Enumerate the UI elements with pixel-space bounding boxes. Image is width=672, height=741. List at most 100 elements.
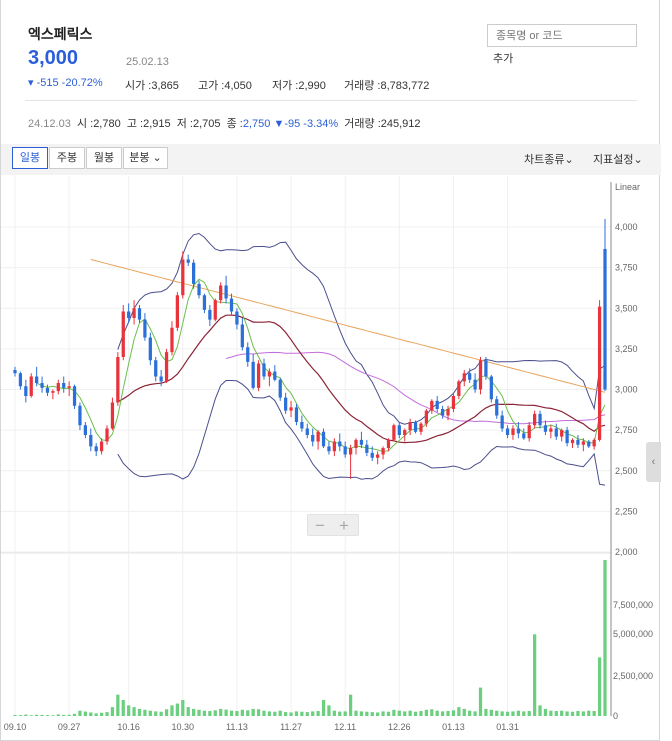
candle-body [478, 360, 483, 390]
candle-body [435, 400, 439, 409]
volume-bar [370, 712, 374, 716]
candle-body [370, 452, 374, 458]
volume-bar [565, 711, 569, 716]
price-date: 25.02.13 [126, 56, 169, 68]
tab-weekly[interactable]: 주봉 [49, 147, 85, 169]
candle-body [170, 327, 174, 353]
x-tick-label: 10.16 [117, 722, 140, 732]
volume-bar [576, 711, 580, 716]
volume-bar [597, 657, 602, 716]
ma5-line [36, 278, 606, 453]
candle-body [570, 439, 575, 444]
candle-body [403, 430, 407, 435]
candle-body [208, 309, 212, 320]
candle-body [132, 308, 136, 318]
side-panel-toggle[interactable]: ‹ [646, 442, 661, 482]
volume-bar [365, 711, 369, 716]
bollinger-upper-line [117, 232, 606, 425]
volume-bar [127, 705, 131, 716]
zoom-out-button[interactable]: − [315, 516, 325, 535]
candle-body [576, 439, 580, 445]
candle-body [376, 454, 380, 458]
y-tick-label: 2,500 [615, 466, 638, 476]
volume-bar [110, 707, 115, 716]
y-tick-label: 3,000 [615, 385, 638, 395]
chart-type-label: 차트종류 [524, 154, 565, 166]
volume-bar [321, 700, 326, 716]
candle-body [246, 347, 250, 362]
x-tick-label: 09.10 [4, 722, 27, 732]
ma120-line [90, 259, 606, 393]
volume-label: 거래량 : [344, 80, 381, 92]
volume-bar [343, 711, 347, 716]
volume-bar [224, 709, 228, 716]
candle-body [381, 448, 385, 455]
x-tick-label: 09.27 [58, 722, 81, 732]
y-tick-label: 3,250 [615, 344, 638, 354]
volume-bar [67, 714, 71, 716]
tab-minute[interactable]: 분봉 ⌄ [123, 147, 168, 169]
volume-bar [311, 711, 315, 716]
candle-body [143, 319, 147, 338]
bar-date: 24.12.03 [28, 118, 71, 130]
add-button[interactable]: 추가 [493, 53, 514, 65]
bar-low-label: 저 : [176, 118, 193, 130]
volume-bar [219, 708, 223, 716]
volume-bar [538, 705, 542, 716]
volume-bar [159, 711, 163, 716]
candle-body [240, 324, 244, 348]
volume-bar [473, 711, 477, 716]
candle-body [587, 441, 591, 447]
volume-bar [381, 711, 385, 716]
zoom-control: − + [307, 514, 359, 536]
candle-body [560, 430, 564, 437]
current-price: 3,000 [28, 47, 79, 69]
indicator-settings-select[interactable]: 지표설정⌄ [593, 151, 643, 167]
candle-body [45, 387, 50, 393]
bar-change: -95 -3.34% [284, 118, 339, 130]
volume-bar [132, 707, 136, 716]
volume-bar [468, 710, 472, 716]
candle-body [294, 407, 299, 422]
candle-body [484, 360, 488, 377]
x-tick-label: 11.13 [226, 722, 248, 732]
volume-bar [316, 711, 320, 716]
bar-high: 2,915 [143, 118, 171, 130]
indicator-label: 지표설정 [593, 154, 634, 166]
volume-bar [181, 700, 185, 716]
volume-bar [338, 711, 342, 716]
chart-type-select[interactable]: 차트종류⌄ [524, 151, 574, 167]
volume-bar [386, 711, 391, 716]
tab-daily[interactable]: 일봉 [12, 147, 48, 169]
volume-value: 8,783,772 [380, 80, 430, 92]
volume-bar [78, 710, 82, 716]
volume-bar [527, 711, 531, 716]
stock-name: 엑스페릭스 [28, 26, 93, 42]
volume-bar [267, 711, 272, 716]
candle-body [219, 285, 223, 301]
volume-bar [251, 708, 255, 716]
zoom-in-button[interactable]: + [339, 516, 349, 535]
stock-search-input[interactable] [487, 24, 637, 47]
price-change: ▾ -515 -20.72% [28, 76, 103, 89]
candle-body [256, 363, 261, 388]
tab-minute-label: 분봉 [129, 152, 150, 164]
price-change-value: -515 -20.72% [36, 77, 103, 89]
candle-body [457, 381, 461, 396]
bar-close: 2,750 [242, 118, 271, 130]
volume-bar [533, 634, 537, 716]
stock-chart[interactable]: Linear 4,000 3,750 3,500 3,250 3,000 2,750 2,50… [1, 176, 660, 741]
candle-body [348, 448, 353, 455]
bar-open-label: 시 : [76, 118, 94, 130]
candle-body [505, 428, 510, 435]
candle-body [284, 397, 288, 411]
tab-monthly[interactable]: 월봉 [86, 147, 122, 169]
high-price: 고가 :4,050 [198, 77, 252, 93]
candle-body [18, 373, 23, 387]
volume-bar [94, 713, 98, 716]
chevron-left-icon: ‹ [651, 456, 656, 468]
volume-bar [457, 707, 461, 716]
volume-bar [543, 708, 548, 716]
x-tick-label: 10.30 [172, 722, 195, 732]
